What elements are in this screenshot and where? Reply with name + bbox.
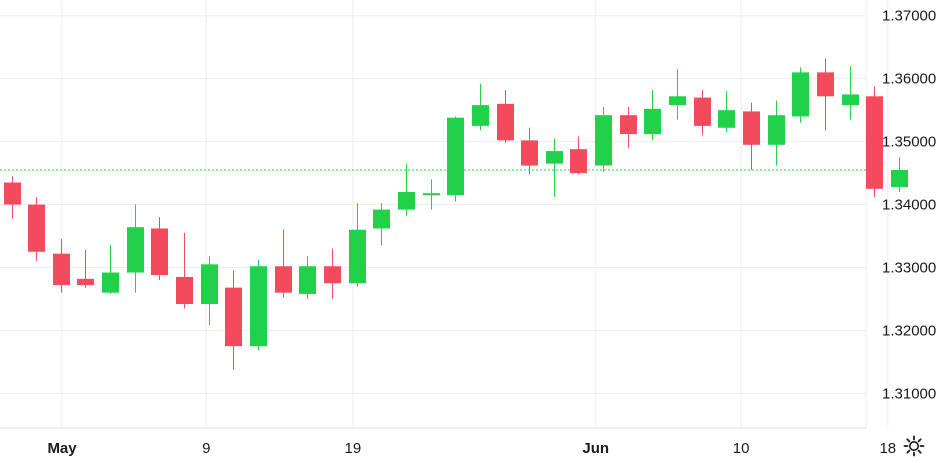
candle-body xyxy=(28,204,45,252)
candle-up xyxy=(595,107,612,172)
candle-up xyxy=(669,69,686,120)
candle-body xyxy=(768,115,785,145)
candle-body xyxy=(842,94,859,106)
y-tick-label: 1.32000 xyxy=(882,322,936,339)
candle-body xyxy=(250,266,267,347)
candle-down xyxy=(53,239,70,293)
candle-down xyxy=(176,232,193,309)
candle-down xyxy=(817,58,834,131)
y-tick-label: 1.31000 xyxy=(882,385,936,402)
candle-body xyxy=(53,253,70,286)
y-tick-label: 1.35000 xyxy=(882,134,936,151)
candle-up xyxy=(373,203,390,246)
candle-up xyxy=(792,67,809,123)
candle-body xyxy=(324,266,341,284)
y-axis-ticks: 1.31000 1.32000 1.33000 1.34000 1.35000 1.360… xyxy=(882,8,936,403)
candle-body xyxy=(521,140,538,166)
candle-body xyxy=(447,117,464,196)
candle-body xyxy=(102,272,119,293)
candle-body xyxy=(472,105,489,126)
candle-body xyxy=(349,229,366,284)
candle-body xyxy=(4,182,21,205)
y-tick-label: 1.37000 xyxy=(882,8,936,25)
candle-up xyxy=(768,100,785,166)
candle-down xyxy=(620,107,637,148)
candle-up xyxy=(842,66,859,120)
candle-body xyxy=(201,264,218,305)
candle-up xyxy=(398,163,415,216)
candle-body xyxy=(866,96,883,189)
candle-body xyxy=(743,111,760,145)
candle-body xyxy=(644,108,661,135)
candle-body xyxy=(669,96,686,106)
candle-up xyxy=(349,203,366,287)
candle-down xyxy=(866,86,883,198)
candle-up xyxy=(299,256,316,299)
candle-body xyxy=(127,227,144,273)
candle-body xyxy=(497,103,514,141)
x-tick-label: 19 xyxy=(345,440,362,457)
candle-body xyxy=(570,149,587,174)
candle-body xyxy=(176,276,193,305)
candle-down xyxy=(521,127,538,175)
candle-up xyxy=(891,157,908,192)
grid xyxy=(0,0,889,428)
candle-up xyxy=(201,256,218,326)
x-tick-label: 10 xyxy=(733,440,750,457)
y-tick-label: 1.33000 xyxy=(882,260,936,277)
candle-up xyxy=(250,259,267,351)
candle-up xyxy=(447,116,464,202)
candle-body xyxy=(151,228,168,276)
candle-down xyxy=(225,270,242,370)
candle-down xyxy=(570,136,587,175)
settings-button[interactable] xyxy=(902,434,926,458)
x-tick-label: 18 xyxy=(879,440,896,457)
candle-body xyxy=(792,72,809,117)
candle-body xyxy=(423,193,440,196)
candle-body xyxy=(620,115,637,135)
candle-body xyxy=(398,191,415,210)
candle-up xyxy=(102,244,119,294)
candle-body xyxy=(225,287,242,347)
x-tick-label: 9 xyxy=(202,440,210,457)
candle-body xyxy=(373,209,390,229)
candle-down xyxy=(77,249,94,288)
candle-up xyxy=(127,204,144,293)
candle-body xyxy=(299,266,316,294)
x-axis-ticks: May 9 19 Jun 10 18 xyxy=(47,440,896,457)
y-tick-label: 1.34000 xyxy=(882,197,936,214)
candle-down xyxy=(497,90,514,143)
candle-body xyxy=(595,115,612,166)
candle-body xyxy=(817,72,834,97)
candle-body xyxy=(891,169,908,187)
candle-down xyxy=(324,248,341,299)
candle-down xyxy=(4,176,21,219)
candle-down xyxy=(28,197,45,262)
candle-body xyxy=(275,266,292,293)
candle-body xyxy=(694,97,711,126)
candle-up xyxy=(546,138,563,198)
x-tick-label: Jun xyxy=(582,440,609,457)
gear-icon[interactable] xyxy=(902,434,926,458)
candle-body xyxy=(718,110,735,128)
candles xyxy=(4,58,908,370)
y-tick-label: 1.36000 xyxy=(882,71,936,88)
candle-body xyxy=(77,278,94,286)
candle-up xyxy=(423,179,440,210)
x-tick-label: May xyxy=(47,440,77,457)
candle-down xyxy=(694,90,711,136)
candle-up xyxy=(644,90,661,141)
candle-up xyxy=(472,83,489,131)
candle-down xyxy=(151,217,168,281)
candle-body xyxy=(546,151,563,164)
candle-down xyxy=(743,102,760,170)
candle-up xyxy=(718,91,735,133)
candle-down xyxy=(275,229,292,298)
